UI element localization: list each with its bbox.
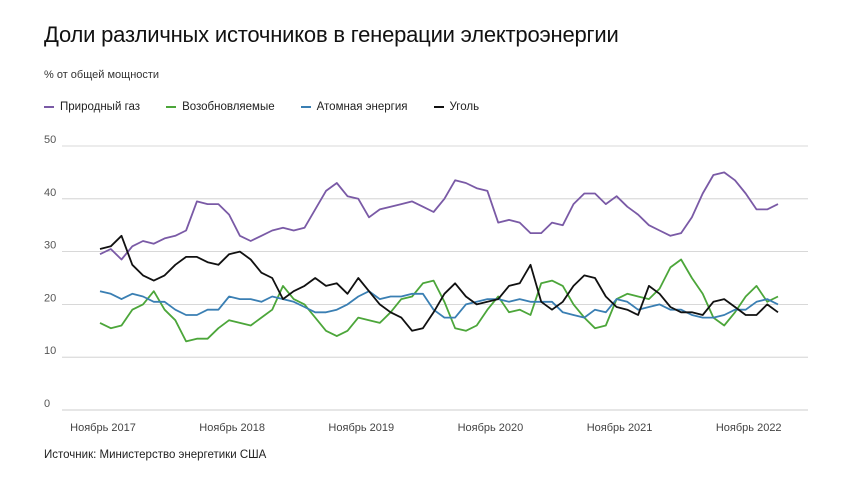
legend-swatch-renewables (166, 106, 177, 108)
series-line-nuclear (99, 290, 779, 319)
series-line-renew (99, 258, 779, 343)
y-tick-label: 30 (44, 240, 56, 252)
y-tick-label: 40 (44, 187, 56, 199)
legend-swatch-coal (433, 106, 444, 108)
legend-swatch-nuclear (300, 106, 311, 108)
legend-label-nuclear: Атомная энергия (316, 101, 408, 113)
legend-item-gas: Природный газ (44, 101, 140, 113)
x-tick-label: Ноябрь 2017 (70, 422, 136, 434)
series-line-gas (99, 171, 779, 261)
legend-label-gas: Природный газ (60, 101, 141, 113)
legend-item-renewables: Возобновляемые (166, 101, 275, 113)
chart-series (99, 171, 779, 343)
legend: Природный газ Возобновляемые Атомная эне… (44, 101, 505, 113)
chart-grid: 0 10 20 30 40 50 (44, 134, 808, 411)
x-tick-label: Ноябрь 2018 (199, 422, 265, 434)
legend-item-nuclear: Атомная энергия (300, 101, 408, 113)
y-tick-label: 50 (44, 134, 56, 146)
legend-label-renewables: Возобновляемые (182, 101, 275, 113)
legend-item-coal: Уголь (433, 101, 480, 113)
y-axis-label: % от общей мощности (44, 69, 160, 81)
x-tick-label: Ноябрь 2019 (328, 422, 394, 434)
legend-swatch-gas (44, 106, 54, 108)
series-line-coal (99, 234, 779, 332)
y-tick-label: 20 (44, 292, 56, 304)
x-tick-label: Ноябрь 2022 (716, 422, 782, 434)
x-tick-label: Ноябрь 2020 (458, 422, 524, 434)
legend-label-coal: Уголь (449, 101, 480, 113)
y-tick-label: 10 (44, 345, 56, 357)
x-axis-ticks: Ноябрь 2017 Ноябрь 2018 Ноябрь 2019 Ноябрь … (70, 422, 781, 434)
source-note: Источник: Министерство энергетики США (44, 449, 267, 461)
x-tick-label: Ноябрь 2021 (587, 422, 653, 434)
y-tick-label: 0 (44, 398, 50, 410)
chart-title: Доли различных источников в генерации эл… (44, 22, 619, 47)
